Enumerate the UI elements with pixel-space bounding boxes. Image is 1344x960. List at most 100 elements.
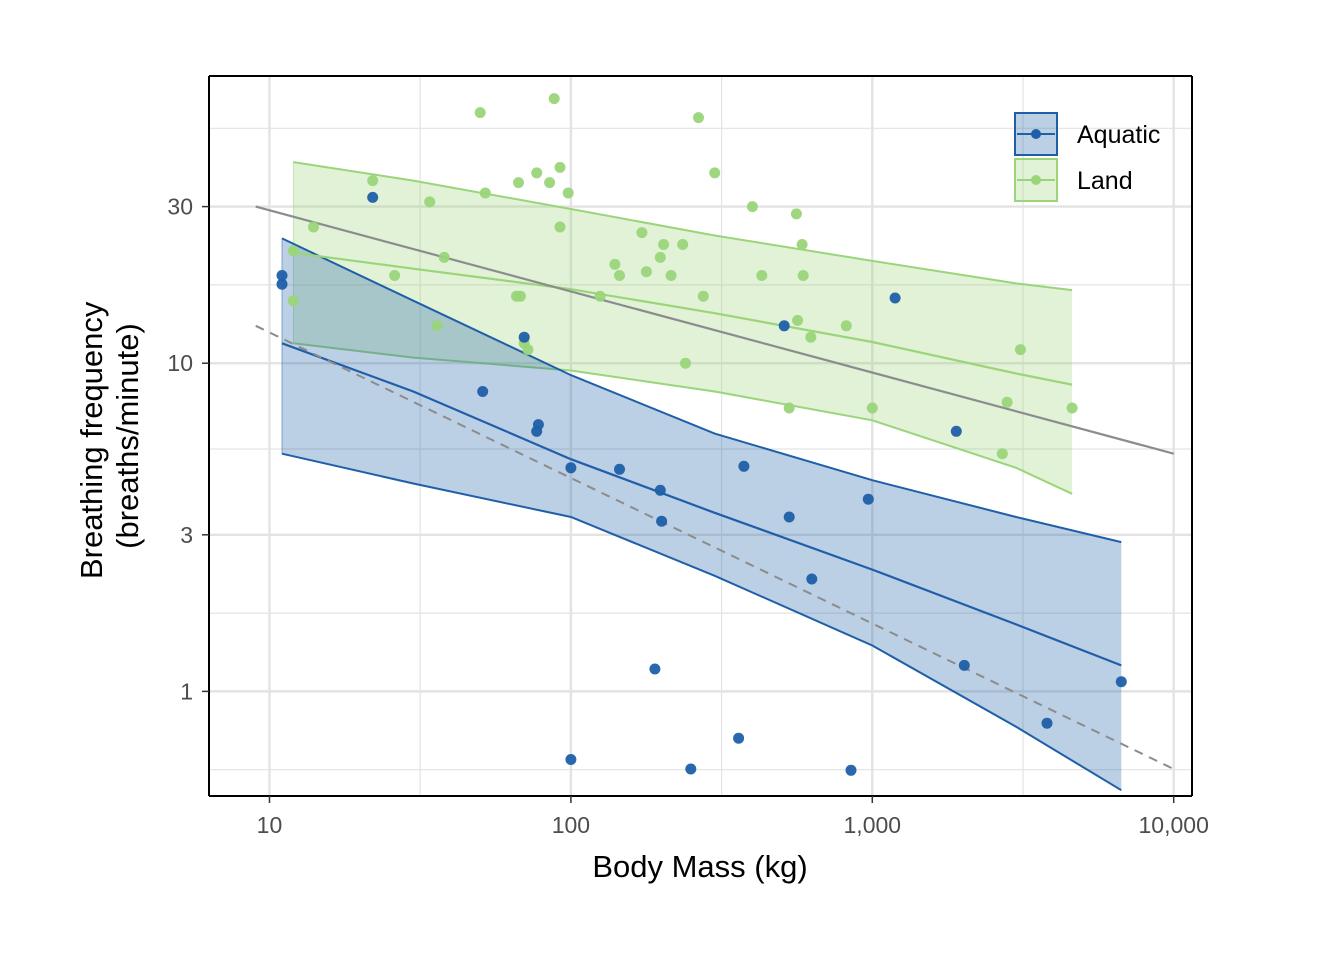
x-tick-label: 10,000 — [1139, 812, 1209, 838]
band-lower-line-aquatic — [281, 452, 1122, 792]
y-axis-title: Breathing frequency (breaths/minute) — [74, 293, 145, 579]
data-point-land — [709, 167, 721, 179]
data-point-aquatic — [367, 191, 379, 203]
data-point-land — [474, 107, 486, 119]
data-point-aquatic — [889, 292, 901, 304]
data-point-land — [665, 270, 677, 281]
data-point-aquatic — [685, 763, 697, 775]
reference-dashed-line — [255, 324, 1175, 770]
data-point-land — [287, 295, 299, 307]
data-point-aquatic — [958, 659, 970, 671]
data-point-land — [609, 258, 621, 270]
y-tick-label: 10 — [167, 350, 193, 376]
data-point-land — [438, 251, 450, 263]
data-point-land — [514, 290, 526, 302]
data-point-aquatic — [276, 270, 288, 281]
data-point-land — [636, 227, 648, 239]
data-point-aquatic — [477, 386, 489, 397]
data-point-aquatic — [614, 463, 625, 475]
data-point-land — [614, 270, 625, 281]
data-point-land — [562, 187, 574, 199]
data-point-land — [697, 290, 709, 302]
confidence-bands — [281, 161, 1122, 792]
data-point-land — [640, 266, 652, 278]
data-point-aquatic — [778, 320, 790, 332]
data-point-land — [308, 221, 319, 233]
data-point-land — [513, 177, 524, 189]
data-point-land — [1001, 396, 1013, 408]
data-point-aquatic — [733, 732, 745, 744]
data-point-aquatic — [649, 663, 661, 675]
data-point-land — [797, 270, 809, 281]
data-point-aquatic — [565, 754, 577, 765]
data-point-aquatic — [862, 493, 874, 505]
fit-line-land — [293, 251, 1073, 386]
data-point-land — [479, 187, 491, 199]
data-point-land — [548, 93, 560, 105]
data-point-aquatic — [950, 425, 962, 437]
data-point-land — [287, 245, 299, 257]
x-tick-label: 1,000 — [844, 812, 902, 838]
data-point-land — [796, 239, 808, 250]
legend-label-land: Land — [1077, 167, 1133, 195]
data-point-land — [746, 201, 758, 213]
y-tick-label: 30 — [167, 194, 193, 220]
data-point-land — [654, 251, 666, 263]
data-point-land — [756, 270, 768, 281]
data-point-aquatic — [738, 460, 750, 472]
data-point-aquatic — [783, 511, 795, 523]
y-axis-title-line-2: (breaths/minute) — [110, 323, 145, 549]
data-point-land — [677, 239, 689, 250]
y-axis-title-line-1: Breathing frequency — [74, 301, 109, 579]
data-point-land — [554, 161, 566, 173]
data-point-land — [792, 314, 804, 326]
data-point-land — [389, 270, 401, 281]
data-point-land — [996, 448, 1008, 460]
legend-key-land-point — [1031, 175, 1041, 185]
data-point-aquatic — [518, 331, 530, 343]
data-point-land — [431, 320, 443, 332]
data-point-land — [554, 221, 566, 233]
data-point-aquatic — [845, 764, 857, 776]
x-tick-label: 100 — [552, 812, 590, 838]
data-point-aquatic — [565, 462, 577, 474]
data-points — [276, 93, 1127, 776]
fit-lines — [255, 205, 1175, 770]
data-point-land — [840, 320, 852, 332]
x-tick-label: 10 — [257, 812, 283, 838]
y-tick-label: 1 — [180, 678, 193, 704]
confidence-band-aquatic — [282, 238, 1122, 791]
grid — [209, 76, 1192, 796]
data-point-land — [594, 290, 606, 302]
data-point-land — [424, 196, 436, 208]
legend-label-aquatic: Aquatic — [1077, 121, 1160, 149]
y-tick-label: 3 — [180, 522, 193, 548]
fit-line-aquatic — [281, 342, 1122, 667]
x-axis-title: Body Mass (kg) — [592, 849, 807, 884]
data-point-aquatic — [276, 278, 288, 290]
data-point-land — [1066, 402, 1078, 414]
data-point-land — [805, 331, 817, 343]
data-point-aquatic — [532, 419, 544, 431]
data-point-aquatic — [654, 484, 666, 496]
band-lower-line-land — [293, 342, 1073, 495]
data-point-land — [531, 167, 543, 179]
data-point-land — [1014, 344, 1026, 356]
data-point-land — [544, 177, 556, 189]
overall-fit-line — [255, 205, 1174, 455]
data-point-land — [790, 208, 802, 220]
confidence-band-land — [293, 162, 1073, 494]
axes — [208, 75, 1193, 797]
data-point-aquatic — [656, 515, 668, 527]
data-point-land — [866, 402, 878, 414]
data-point-land — [783, 402, 795, 414]
legend: Aquatic Land — [1014, 112, 1160, 202]
band-upper-line-land — [293, 161, 1073, 292]
data-point-land — [680, 357, 691, 369]
data-point-land — [658, 239, 670, 250]
data-point-land — [522, 344, 534, 356]
data-point-land — [693, 112, 704, 124]
band-upper-line-aquatic — [281, 237, 1122, 544]
